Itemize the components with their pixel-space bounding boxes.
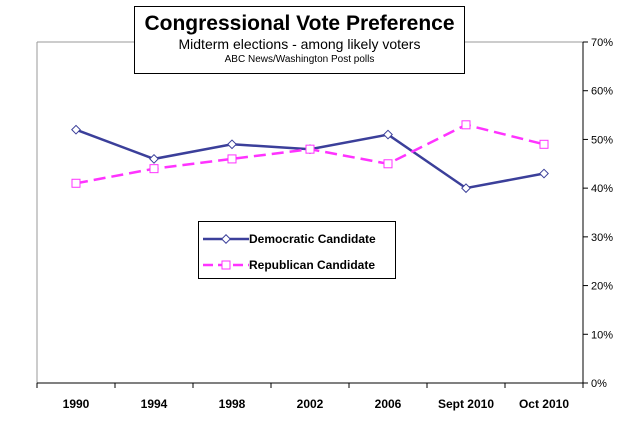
x-category-label: 2002	[297, 397, 324, 411]
legend-item-republican: Republican Candidate	[199, 255, 395, 275]
series-layer	[71, 120, 549, 194]
x-category-label: Oct 2010	[519, 397, 569, 411]
data-point-republican	[305, 144, 315, 154]
x-category-label: Sept 2010	[438, 397, 494, 411]
y-tick-label: 10%	[591, 329, 613, 341]
data-point-republican	[149, 164, 159, 174]
x-category-label: 1990	[63, 397, 90, 411]
y-tick-label: 20%	[591, 281, 613, 293]
data-point-republican	[539, 139, 549, 149]
data-point-democratic	[383, 129, 393, 140]
x-category-labels: 1990 1994 1998 2002 2006 Sept 2010 Oct 2010	[63, 397, 570, 411]
data-point-democratic	[461, 183, 471, 194]
data-point-democratic	[149, 153, 159, 164]
legend-label-democratic: Democratic Candidate	[249, 232, 376, 246]
chart-source: ABC News/Washington Post polls	[224, 54, 375, 65]
data-point-republican	[71, 178, 81, 188]
y-tick-label: 60%	[591, 86, 613, 98]
x-category-label: 2006	[375, 397, 402, 411]
chart-title: Congressional Vote Preference	[144, 12, 455, 35]
legend-item-democratic: Democratic Candidate	[199, 229, 395, 249]
data-point-republican	[227, 154, 237, 164]
legend-label-republican: Republican Candidate	[249, 258, 376, 272]
legend: Democratic Candidate Republican Candidat…	[198, 221, 396, 279]
x-category-label: 1998	[219, 397, 246, 411]
y-tick-label: 50%	[591, 134, 613, 146]
series-line-democratic	[75, 128, 545, 190]
chart-subtitle: Midterm elections - among likely voters	[178, 36, 421, 52]
data-point-democratic	[539, 168, 549, 179]
data-point-republican	[383, 159, 393, 169]
chart-title-box: Congressional Vote Preference Midterm el…	[134, 6, 465, 74]
axis-ticks	[36, 41, 588, 388]
y-tick-label: 40%	[591, 183, 613, 195]
y-tick-label: 0%	[591, 378, 607, 390]
y-tick-labels: 0% 10% 20% 30% 40% 50% 60% 70%	[591, 37, 613, 390]
data-point-republican	[461, 120, 471, 130]
legend-swatch-republican	[203, 260, 249, 270]
legend-swatch-democratic	[203, 234, 249, 244]
data-point-democratic	[227, 139, 237, 150]
x-category-label: 1994	[141, 397, 168, 411]
y-tick-label: 30%	[591, 232, 613, 244]
data-point-democratic	[71, 124, 81, 135]
y-tick-label: 70%	[591, 37, 613, 49]
